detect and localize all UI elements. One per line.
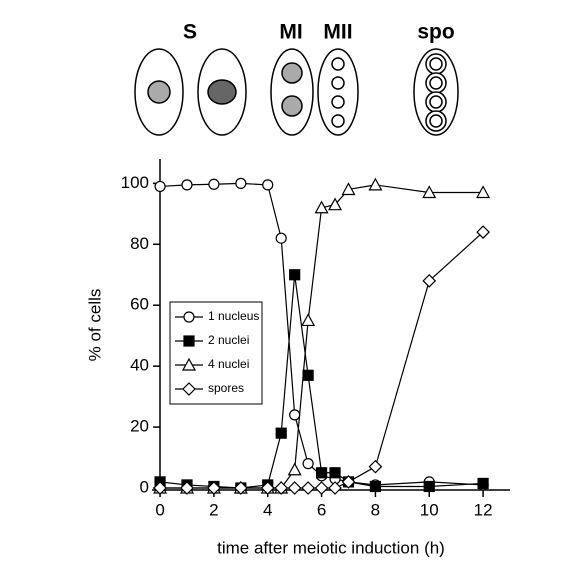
cell — [270, 48, 314, 136]
spore-core — [429, 57, 443, 71]
marker — [368, 177, 383, 191]
marker — [154, 180, 166, 193]
stage-label: MII — [323, 21, 352, 44]
spore-core — [429, 76, 443, 90]
marker — [274, 481, 289, 495]
x-tick-label: 4 — [263, 500, 272, 519]
marker — [289, 269, 301, 281]
legend-label: spores — [208, 381, 244, 395]
marker — [275, 427, 287, 439]
marker — [301, 313, 316, 327]
x-axis-label: time after meiotic induction (h) — [217, 538, 445, 557]
y-axis-label: % of cells — [85, 289, 104, 362]
nucleus — [331, 76, 345, 90]
x-tick-label: 12 — [474, 500, 493, 519]
marker — [341, 182, 356, 196]
marker — [287, 481, 302, 495]
nucleus — [331, 114, 345, 128]
nucleus — [331, 57, 345, 71]
marker — [476, 225, 490, 239]
marker — [476, 185, 491, 199]
y-tick-label: 0 — [140, 477, 149, 496]
marker — [341, 475, 356, 489]
marker — [302, 369, 314, 381]
legend-label: 4 nuclei — [208, 357, 249, 371]
marker — [287, 462, 302, 476]
legend-marker — [181, 357, 197, 371]
nucleus — [331, 95, 345, 109]
marker — [301, 481, 315, 495]
legend-label: 1 nucleus — [208, 309, 259, 323]
marker — [153, 481, 167, 495]
marker — [423, 480, 435, 493]
marker — [369, 480, 382, 493]
marker — [477, 477, 489, 490]
marker — [422, 185, 437, 199]
x-tick-label: 8 — [371, 500, 380, 519]
stage-label: MI — [279, 21, 302, 44]
marker — [289, 409, 301, 421]
spore-core — [429, 95, 443, 109]
nucleus — [281, 95, 303, 117]
x-tick-label: 6 — [317, 500, 326, 519]
marker — [180, 481, 194, 495]
stage-label: S — [183, 21, 197, 44]
marker — [260, 481, 275, 495]
marker — [235, 177, 247, 189]
stage-diagram — [134, 48, 459, 136]
legend-label: 2 nuclei — [208, 333, 249, 347]
marker — [302, 458, 314, 470]
nucleus — [147, 80, 171, 104]
marker — [208, 178, 220, 190]
legend-marker — [183, 311, 195, 323]
marker — [315, 467, 328, 479]
marker — [233, 481, 248, 495]
x-tick-label: 10 — [420, 500, 439, 519]
marker — [275, 232, 287, 244]
marker — [329, 467, 341, 479]
y-tick-label: 60 — [130, 295, 149, 314]
marker — [314, 481, 329, 495]
marker — [181, 179, 193, 191]
y-tick-label: 100 — [121, 173, 149, 192]
nucleus — [281, 62, 303, 84]
stage-label: spo — [417, 21, 454, 44]
nucleus — [207, 79, 237, 105]
y-tick-label: 40 — [130, 356, 149, 375]
marker — [422, 274, 437, 288]
marker — [328, 481, 342, 495]
marker — [328, 197, 343, 211]
x-tick-label: 2 — [209, 500, 218, 519]
cell — [317, 48, 359, 136]
marker — [207, 481, 221, 495]
marker — [314, 200, 329, 214]
marker — [262, 179, 274, 191]
legend-marker — [182, 382, 196, 396]
legend-marker — [183, 335, 195, 347]
x-tick-label: 0 — [155, 500, 164, 519]
marker — [368, 459, 383, 474]
y-tick-label: 80 — [130, 234, 149, 253]
y-tick-label: 20 — [130, 417, 149, 436]
spore-core — [429, 114, 443, 128]
